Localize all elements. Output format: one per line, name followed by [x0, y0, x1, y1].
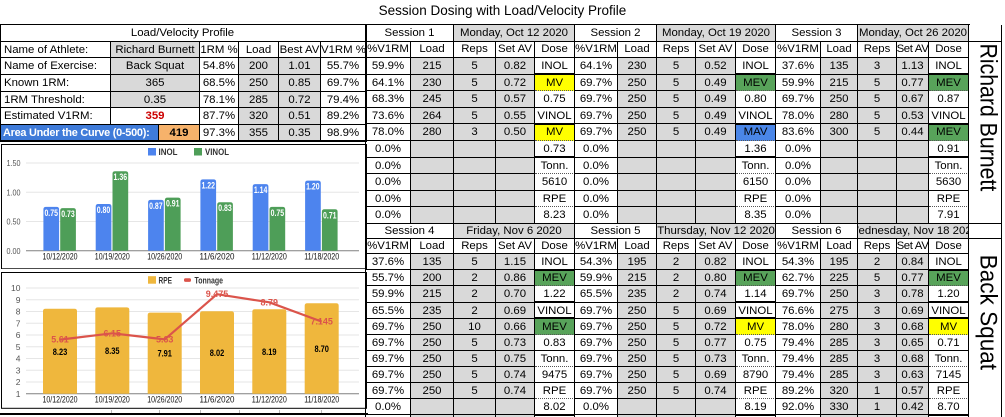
svg-text:0.80: 0.80 — [97, 204, 111, 214]
svg-text:10/26/2020: 10/26/2020 — [147, 251, 182, 261]
svg-text:1.00: 1.00 — [7, 187, 21, 197]
svg-text:1.50: 1.50 — [7, 158, 21, 168]
svg-text:5.61: 5.61 — [51, 335, 68, 345]
svg-text:5.63: 5.63 — [156, 334, 174, 344]
svg-text:8: 8 — [16, 307, 21, 317]
svg-text:8.79: 8.79 — [261, 297, 279, 307]
svg-text:8.02: 8.02 — [210, 348, 224, 358]
svg-text:7.91: 7.91 — [157, 349, 171, 359]
svg-text:6.15: 6.15 — [104, 328, 122, 338]
svg-text:2: 2 — [16, 377, 21, 387]
svg-text:10/12/2020: 10/12/2020 — [43, 394, 78, 404]
svg-text:11/12/2020: 11/12/2020 — [252, 251, 287, 261]
svg-text:7: 7 — [16, 318, 21, 328]
svg-text:8.35: 8.35 — [105, 346, 119, 356]
svg-text:1.36: 1.36 — [114, 172, 128, 182]
svg-text:1.14: 1.14 — [254, 185, 268, 195]
svg-text:Tonnage: Tonnage — [194, 275, 222, 286]
svg-text:11/18/2020: 11/18/2020 — [304, 394, 339, 404]
svg-text:INOL: INOL — [159, 146, 178, 157]
svg-text:RPE: RPE — [159, 275, 172, 286]
svg-text:0.83: 0.83 — [218, 203, 232, 213]
svg-text:10/26/2020: 10/26/2020 — [147, 394, 182, 404]
svg-text:0.87: 0.87 — [149, 200, 163, 210]
svg-text:8.19: 8.19 — [262, 347, 276, 357]
svg-text:3: 3 — [16, 365, 21, 375]
svg-text:11/6/2020: 11/6/2020 — [199, 394, 234, 404]
svg-text:0.73: 0.73 — [61, 209, 75, 219]
svg-text:0.00: 0.00 — [7, 245, 21, 255]
svg-text:6: 6 — [16, 330, 21, 340]
svg-text:0.75: 0.75 — [271, 207, 285, 217]
svg-text:0.71: 0.71 — [323, 210, 337, 220]
svg-text:10/19/2020: 10/19/2020 — [95, 394, 130, 404]
svg-text:0.75: 0.75 — [44, 207, 58, 217]
svg-text:1.22: 1.22 — [201, 180, 215, 190]
svg-text:10: 10 — [11, 283, 21, 293]
svg-text:10/12/2020: 10/12/2020 — [43, 251, 78, 261]
svg-text:1: 1 — [16, 389, 21, 399]
svg-text:1.20: 1.20 — [306, 181, 320, 191]
svg-text:11/6/2020: 11/6/2020 — [199, 251, 234, 261]
svg-text:9: 9 — [16, 295, 21, 305]
svg-text:7.145: 7.145 — [310, 317, 332, 327]
svg-text:0.91: 0.91 — [166, 198, 180, 208]
svg-text:8.70: 8.70 — [314, 344, 328, 354]
svg-text:VINOL: VINOL — [205, 146, 229, 157]
svg-text:10/19/2020: 10/19/2020 — [95, 251, 130, 261]
svg-text:11/12/2020: 11/12/2020 — [252, 394, 287, 404]
svg-text:11/18/2020: 11/18/2020 — [304, 251, 339, 261]
svg-text:0.50: 0.50 — [7, 216, 21, 226]
svg-text:9.475: 9.475 — [206, 289, 228, 299]
svg-text:4: 4 — [16, 354, 21, 364]
svg-text:8.23: 8.23 — [53, 347, 67, 357]
svg-text:5: 5 — [16, 342, 21, 352]
